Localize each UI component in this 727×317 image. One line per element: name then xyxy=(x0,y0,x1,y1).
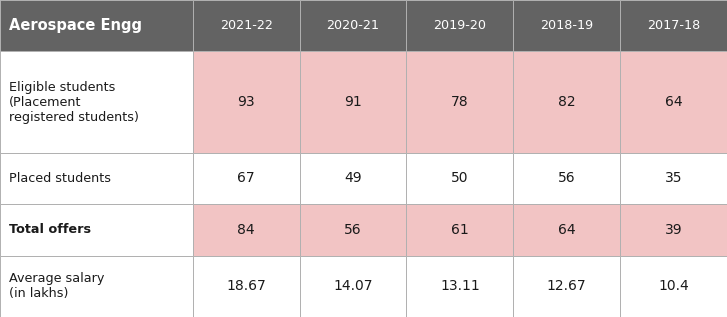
Text: 50: 50 xyxy=(451,171,469,185)
FancyBboxPatch shape xyxy=(193,0,300,51)
FancyBboxPatch shape xyxy=(620,204,727,256)
FancyBboxPatch shape xyxy=(0,153,193,204)
FancyBboxPatch shape xyxy=(300,0,406,51)
Text: 18.67: 18.67 xyxy=(226,279,266,293)
Text: 2020-21: 2020-21 xyxy=(326,19,379,32)
Text: 49: 49 xyxy=(344,171,362,185)
Text: 2021-22: 2021-22 xyxy=(220,19,273,32)
Text: Aerospace Engg: Aerospace Engg xyxy=(9,18,142,33)
Text: 35: 35 xyxy=(664,171,683,185)
FancyBboxPatch shape xyxy=(513,153,620,204)
Text: 93: 93 xyxy=(237,95,255,109)
Text: Average salary
(in lakhs): Average salary (in lakhs) xyxy=(9,272,104,300)
Text: 64: 64 xyxy=(558,223,576,237)
FancyBboxPatch shape xyxy=(193,153,300,204)
FancyBboxPatch shape xyxy=(620,256,727,317)
Text: 10.4: 10.4 xyxy=(658,279,689,293)
Text: 14.07: 14.07 xyxy=(333,279,373,293)
Text: 91: 91 xyxy=(344,95,362,109)
Text: 84: 84 xyxy=(237,223,255,237)
FancyBboxPatch shape xyxy=(193,51,300,153)
FancyBboxPatch shape xyxy=(406,51,513,153)
Text: 2019-20: 2019-20 xyxy=(433,19,486,32)
FancyBboxPatch shape xyxy=(406,153,513,204)
FancyBboxPatch shape xyxy=(300,153,406,204)
Text: 56: 56 xyxy=(558,171,576,185)
Text: 13.11: 13.11 xyxy=(440,279,480,293)
Text: 82: 82 xyxy=(558,95,576,109)
FancyBboxPatch shape xyxy=(0,51,193,153)
FancyBboxPatch shape xyxy=(0,0,193,51)
FancyBboxPatch shape xyxy=(300,256,406,317)
FancyBboxPatch shape xyxy=(406,0,513,51)
FancyBboxPatch shape xyxy=(513,51,620,153)
Text: Eligible students
(Placement
registered students): Eligible students (Placement registered … xyxy=(9,81,139,124)
Text: Placed students: Placed students xyxy=(9,172,111,185)
FancyBboxPatch shape xyxy=(0,204,193,256)
Text: 2017-18: 2017-18 xyxy=(647,19,700,32)
FancyBboxPatch shape xyxy=(193,204,300,256)
FancyBboxPatch shape xyxy=(193,256,300,317)
FancyBboxPatch shape xyxy=(300,204,406,256)
FancyBboxPatch shape xyxy=(620,153,727,204)
FancyBboxPatch shape xyxy=(406,256,513,317)
Text: 56: 56 xyxy=(344,223,362,237)
FancyBboxPatch shape xyxy=(0,256,193,317)
Text: 78: 78 xyxy=(451,95,469,109)
FancyBboxPatch shape xyxy=(513,0,620,51)
Text: 12.67: 12.67 xyxy=(547,279,587,293)
FancyBboxPatch shape xyxy=(620,51,727,153)
Text: 2018-19: 2018-19 xyxy=(540,19,593,32)
FancyBboxPatch shape xyxy=(513,204,620,256)
Text: 64: 64 xyxy=(664,95,683,109)
Text: 67: 67 xyxy=(237,171,255,185)
Text: 39: 39 xyxy=(664,223,683,237)
FancyBboxPatch shape xyxy=(406,204,513,256)
Text: Total offers: Total offers xyxy=(9,223,91,236)
FancyBboxPatch shape xyxy=(513,256,620,317)
FancyBboxPatch shape xyxy=(620,0,727,51)
Text: 61: 61 xyxy=(451,223,469,237)
FancyBboxPatch shape xyxy=(300,51,406,153)
